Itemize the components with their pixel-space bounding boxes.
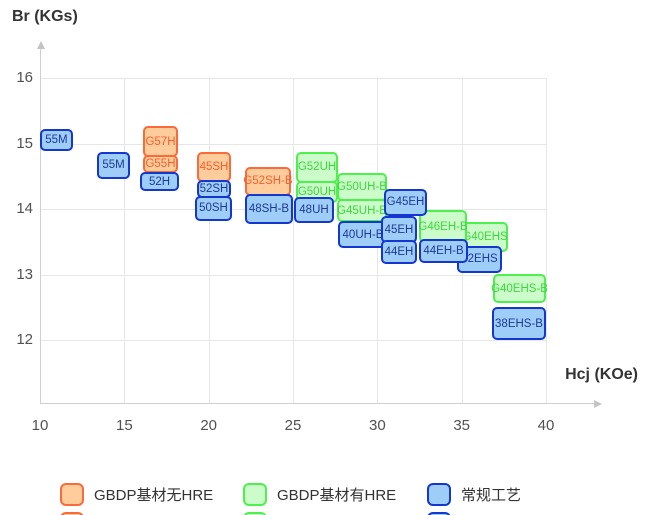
grade-box-g55h[interactable]: G55H <box>143 155 178 173</box>
grade-box-label: 40UH-B <box>342 228 384 241</box>
grade-box-52h[interactable]: 52H <box>140 172 179 192</box>
legend-label: GBDP基材无HRE <box>94 486 214 504</box>
gridline-horizontal <box>40 209 546 210</box>
gridline-vertical <box>124 78 126 403</box>
y-axis-line <box>40 46 41 403</box>
grade-box-label: G52UH <box>297 161 337 174</box>
grade-box-g40ehs[interactable]: G40EHS <box>462 222 509 253</box>
y-axis-arrow-icon <box>36 41 45 49</box>
legend-swatch-conventional <box>427 482 451 506</box>
gridline-vertical <box>208 78 210 403</box>
grade-box-g46eh-b[interactable]: G46EH-B <box>418 210 468 244</box>
grade-box-label: 50SH <box>199 202 228 215</box>
legend-swatch-gbdp_no_hre <box>60 482 84 506</box>
gridline-horizontal <box>40 143 546 145</box>
x-tick-label: 20 <box>200 417 217 434</box>
legend-label: 常规工艺 <box>461 486 522 504</box>
grade-box-44eh-b[interactable]: 44EH-B <box>418 239 469 263</box>
grade-box-g52uh[interactable]: G52UH <box>296 152 339 183</box>
grade-box-label: 55M <box>45 133 68 146</box>
grade-box-label: G50UH <box>297 185 337 198</box>
grade-box-label: 42EHS <box>461 253 498 266</box>
grade-box-g50uh-b[interactable]: G50UH-B <box>337 172 387 202</box>
gridline-vertical <box>546 78 547 403</box>
grade-box-label: 44EH <box>384 246 414 259</box>
grade-box-label: G45EH <box>386 196 425 209</box>
x-tick-label: 35 <box>453 417 470 434</box>
gridline-horizontal <box>40 78 546 79</box>
grade-box-55m[interactable]: 55M <box>40 129 73 151</box>
grade-box-45eh[interactable]: 45EH <box>381 216 417 244</box>
y-tick-label: 15 <box>16 134 33 152</box>
legend-swatch-gbdp_hre <box>243 482 267 506</box>
grade-box-38ehs-b[interactable]: 38EHS-B <box>492 307 546 340</box>
y-tick-label: 12 <box>16 331 33 348</box>
grade-box-44eh[interactable]: 44EH <box>381 240 417 265</box>
grade-box-label: 55M <box>102 159 125 172</box>
grade-box-label: G52SH-B <box>243 175 293 188</box>
y-tick-label: 16 <box>16 69 33 86</box>
grade-box-label: G55H <box>145 158 176 171</box>
grade-box-48uh[interactable]: 48UH <box>294 197 334 223</box>
gridline-horizontal <box>40 340 546 341</box>
grade-box-label: G57H <box>145 135 176 148</box>
grade-box-label: G40EHS <box>462 231 508 244</box>
grade-box-label: G46EH-B <box>418 220 468 233</box>
grade-box-48sh-b[interactable]: 48SH-B <box>244 193 293 225</box>
gridline-horizontal <box>40 274 546 276</box>
grade-box-label: 45EH <box>384 223 414 236</box>
grade-box-label: 48UH <box>299 203 329 216</box>
x-tick-label: 40 <box>537 417 555 434</box>
x-tick-label: 15 <box>115 417 133 434</box>
grade-box-50sh[interactable]: 50SH <box>195 195 232 221</box>
x-axis-arrow-icon <box>594 399 602 408</box>
grade-box-label: 44EH-B <box>423 244 464 257</box>
grade-box-55m[interactable]: 55M <box>97 152 131 179</box>
x-tick-label: 10 <box>31 417 49 434</box>
grade-box-45sh[interactable]: 45SH <box>197 152 231 183</box>
grade-box-40uh-b[interactable]: 40UH-B <box>338 220 388 249</box>
legend-item-conventional[interactable]: 常规工艺 <box>427 482 521 506</box>
grade-box-g57h[interactable]: G57H <box>143 125 178 158</box>
y-tick-label: 14 <box>16 200 33 217</box>
grade-box-g52sh-b[interactable]: G52SH-B <box>243 167 293 196</box>
grade-box-label: G40EHS-B <box>491 282 548 295</box>
y-tick-label: 13 <box>16 265 33 283</box>
grade-box-label: 48SH-B <box>248 202 290 215</box>
x-tick-label: 25 <box>284 417 302 434</box>
legend-label: GBDP基材有HRE <box>277 486 397 504</box>
grade-box-g45eh[interactable]: G45EH <box>384 188 427 217</box>
legend-item-gbdp_no_hre[interactable]: GBDP基材无HRE <box>60 482 213 506</box>
grade-box-label: 38EHS-B <box>495 317 543 330</box>
x-tick-label: 30 <box>368 417 386 434</box>
x-axis-line <box>40 403 596 404</box>
grade-box-label: 52H <box>148 175 171 188</box>
grade-box-label: 52SH <box>199 183 229 195</box>
x-axis-title: Hcj (KOe) <box>565 366 638 383</box>
grade-box-g40ehs-b[interactable]: G40EHS-B <box>491 273 548 304</box>
grade-box-label: G45UH-B <box>337 204 387 217</box>
y-axis-title: Br (KGs) <box>12 8 78 25</box>
grade-box-label: G50UH-B <box>337 181 387 194</box>
grade-box-label: 45SH <box>199 161 229 174</box>
legend-item-gbdp_hre[interactable]: GBDP基材有HRE <box>243 482 396 506</box>
gridline-vertical <box>293 78 294 403</box>
grade-box-g45uh-b[interactable]: G45UH-B <box>337 199 387 223</box>
